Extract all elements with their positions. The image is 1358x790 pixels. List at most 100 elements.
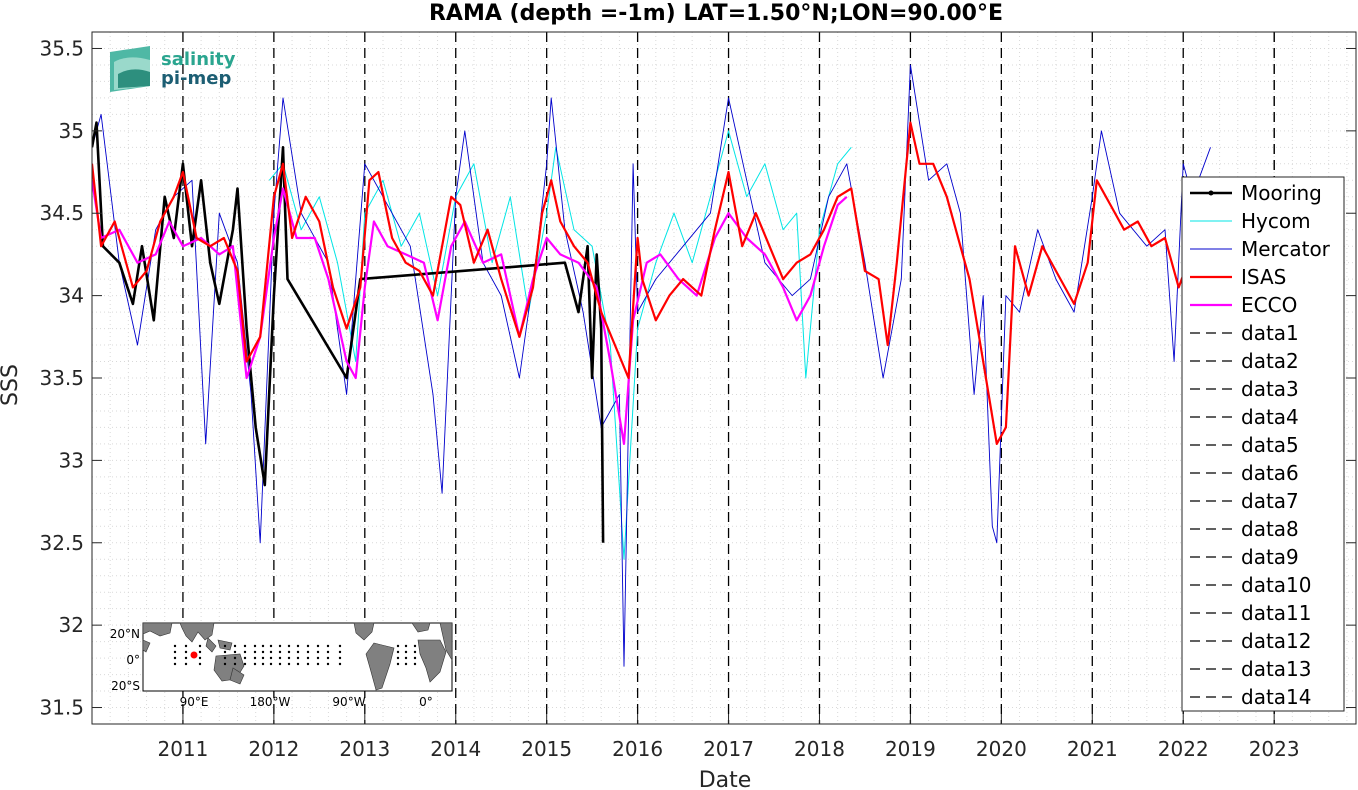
map-buoy-dot	[306, 656, 310, 660]
map-buoy-dot	[261, 650, 265, 654]
map-buoy-dot	[261, 656, 265, 660]
map-buoy-dot	[223, 656, 227, 660]
x-axis-label: Date	[699, 768, 752, 790]
x-tick-label: 2017	[703, 737, 754, 761]
x-tick-label: 2015	[521, 737, 572, 761]
map-buoy-dot	[243, 662, 247, 666]
x-tick-label: 2021	[1067, 737, 1118, 761]
map-buoy-dot	[413, 650, 417, 654]
map-buoy-dot	[173, 662, 177, 666]
x-tick-label: 2012	[248, 737, 299, 761]
map-buoy-dot	[173, 656, 177, 660]
map-buoy-dot	[326, 662, 330, 666]
map-buoy-dot	[173, 650, 177, 654]
map-buoy-dot	[184, 650, 188, 654]
map-buoy-dot	[184, 644, 188, 648]
legend-label-data3: data3	[1241, 377, 1299, 401]
map-buoy-dot	[261, 662, 265, 666]
map-buoy-dot	[287, 650, 291, 654]
map-buoy-dot	[413, 644, 417, 648]
map-buoy-dot	[173, 644, 177, 648]
series-line-ecco	[92, 180, 848, 445]
map-buoy-dot	[287, 662, 291, 666]
map-buoy-dot	[253, 656, 257, 660]
map-buoy-dot	[233, 662, 237, 666]
map-buoy-dot	[338, 644, 342, 648]
map-buoy-dot	[396, 650, 400, 654]
series-line-mooring	[92, 121, 605, 543]
map-lat-label-20s: 20°S	[111, 679, 140, 693]
map-buoy-dot	[396, 656, 400, 660]
map-buoy-dot	[316, 662, 320, 666]
x-tick-label: 2016	[612, 737, 663, 761]
map-lat-label-20n: 20°N	[110, 627, 140, 641]
map-buoy-dot	[243, 656, 247, 660]
legend-label-data11: data11	[1241, 601, 1312, 625]
map-buoy-dot	[253, 650, 257, 654]
inset-map: 20°N 0° 20°S 90°E 180°W 90°W 0°	[110, 622, 453, 709]
legend-label-isas: ISAS	[1241, 265, 1286, 289]
inset-map-land	[142, 622, 453, 691]
series-line-isas	[92, 121, 1198, 445]
y-tick-label: 33	[59, 448, 84, 472]
map-buoy-dot	[404, 644, 408, 648]
y-tick-label: 33.5	[39, 366, 84, 390]
legend-label-data1: data1	[1241, 321, 1299, 345]
map-buoy-dot	[287, 644, 291, 648]
map-buoy-dot	[316, 644, 320, 648]
map-buoy-dot	[316, 650, 320, 654]
map-buoy-dot	[326, 650, 330, 654]
legend-label-ecco: ECCO	[1241, 293, 1297, 317]
legend-label-data8: data8	[1241, 517, 1299, 541]
x-tick-label: 2022	[1158, 737, 1209, 761]
series-line-mercator	[92, 64, 1211, 667]
map-buoy-dot	[278, 656, 282, 660]
y-tick-label: 35.5	[39, 36, 84, 60]
map-buoy-dot	[233, 650, 237, 654]
y-tick-label: 34	[59, 284, 84, 308]
map-buoy-dot	[233, 644, 237, 648]
map-buoy-dot	[296, 650, 300, 654]
map-buoy-dot	[198, 644, 202, 648]
map-buoy-dot	[296, 656, 300, 660]
map-buoy-dot	[269, 656, 273, 660]
logo-wave-shape-dark	[118, 69, 150, 88]
salinity-pimep-logo: salinity pi-mep	[110, 46, 236, 92]
y-axis-label: SSS	[0, 364, 23, 406]
map-buoy-dot	[223, 662, 227, 666]
legend-label-data5: data5	[1241, 433, 1299, 457]
map-buoy-dot	[316, 656, 320, 660]
axis-ticks: 31.5 32 32.5 33 33.5 34 34.5 35 35.5 2011 2012 2013…	[39, 36, 1356, 761]
map-buoy-dot	[413, 662, 417, 666]
map-buoy-dot	[306, 644, 310, 648]
y-tick-label: 32	[59, 613, 84, 637]
map-buoy-dot	[223, 650, 227, 654]
map-buoy-dot	[198, 662, 202, 666]
map-buoy-dot	[243, 644, 247, 648]
chart-title: RAMA (depth =-1m) LAT=1.50°N;LON=90.00°E	[429, 1, 1003, 26]
legend-label-data13: data13	[1241, 657, 1312, 681]
map-buoy-dot	[198, 656, 202, 660]
map-buoy-dot	[261, 644, 265, 648]
map-lon-label-90w: 90°W	[332, 695, 365, 709]
legend-label-data9: data9	[1241, 545, 1299, 569]
map-buoy-dot	[243, 650, 247, 654]
legend-label-data10: data10	[1241, 573, 1312, 597]
y-tick-label: 31.5	[39, 696, 84, 720]
map-buoy-dot	[338, 656, 342, 660]
legend-box	[1181, 176, 1345, 712]
map-lon-label-90e: 90°E	[180, 695, 209, 709]
map-lat-label-0: 0°	[126, 653, 140, 667]
plot-area: 31.5 32 32.5 33 33.5 34 34.5 35 35.5 2011 2012 2013…	[39, 31, 1357, 761]
logo-text-salinity: salinity	[161, 49, 236, 70]
map-buoy-dot	[396, 644, 400, 648]
legend: Mooring Hycom Mercator ISAS ECCO data1 data2 da…	[1181, 176, 1345, 712]
x-tick-label: 2023	[1249, 737, 1300, 761]
map-buoy-dot	[253, 644, 257, 648]
map-buoy-dot	[269, 662, 273, 666]
legend-label-data12: data12	[1241, 629, 1312, 653]
map-buoy-dot	[326, 656, 330, 660]
logo-text-pimep: pi-mep	[161, 68, 231, 89]
x-tick-label: 2013	[339, 737, 390, 761]
y-tick-label: 34.5	[39, 201, 84, 225]
